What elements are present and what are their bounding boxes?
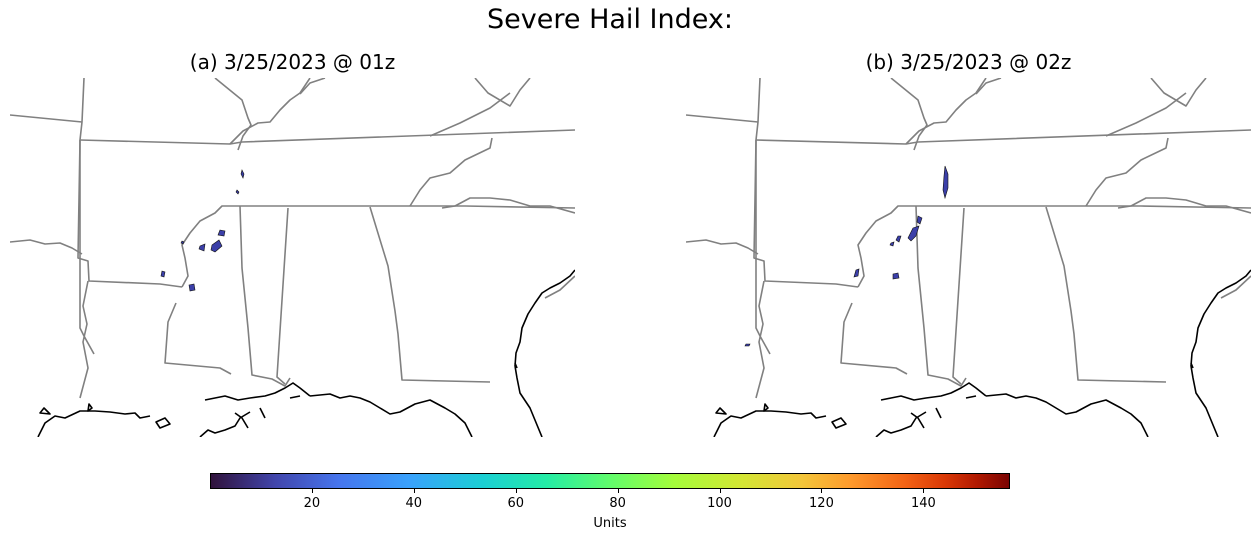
colorbar-tick-mark: [923, 489, 925, 493]
colorbar-tick-label: 80: [609, 496, 626, 511]
state-borders: [10, 78, 575, 399]
colorbar-tick-mark: [515, 489, 517, 493]
panel-b-title: (b) 3/25/2023 @ 02z: [865, 50, 1072, 74]
colorbar-ticks: 20 40 60 80 100 120 140: [210, 489, 1010, 519]
colorbar-label: Units: [593, 516, 627, 531]
colorbar-tick-label: 40: [405, 496, 423, 511]
state-borders: [686, 78, 1251, 399]
colorbar-tick-mark: [821, 489, 823, 493]
colorbar-tick-label: 20: [303, 496, 321, 511]
panel-a-title: (a) 3/25/2023 @ 01z: [189, 50, 396, 74]
colorbar: [210, 473, 1010, 489]
figure-title: Severe Hail Index:: [487, 4, 733, 35]
coastline: [713, 269, 1251, 437]
colorbar-tick-mark: [719, 489, 721, 493]
colorbar-tick-mark: [413, 489, 415, 493]
colorbar-tick-mark: [617, 489, 619, 493]
map-panel-a: [10, 78, 575, 437]
colorbar-tick-label: 60: [507, 496, 524, 511]
colorbar-tick-label: 120: [809, 496, 834, 511]
hail-cells: [160, 169, 245, 292]
colorbar-tick-mark: [311, 489, 313, 493]
map-panel-b: [686, 78, 1251, 437]
coastline: [37, 269, 575, 437]
colorbar-tick-label: 100: [707, 496, 732, 511]
colorbar-tick-label: 140: [910, 496, 936, 511]
hail-cells: [744, 165, 949, 347]
